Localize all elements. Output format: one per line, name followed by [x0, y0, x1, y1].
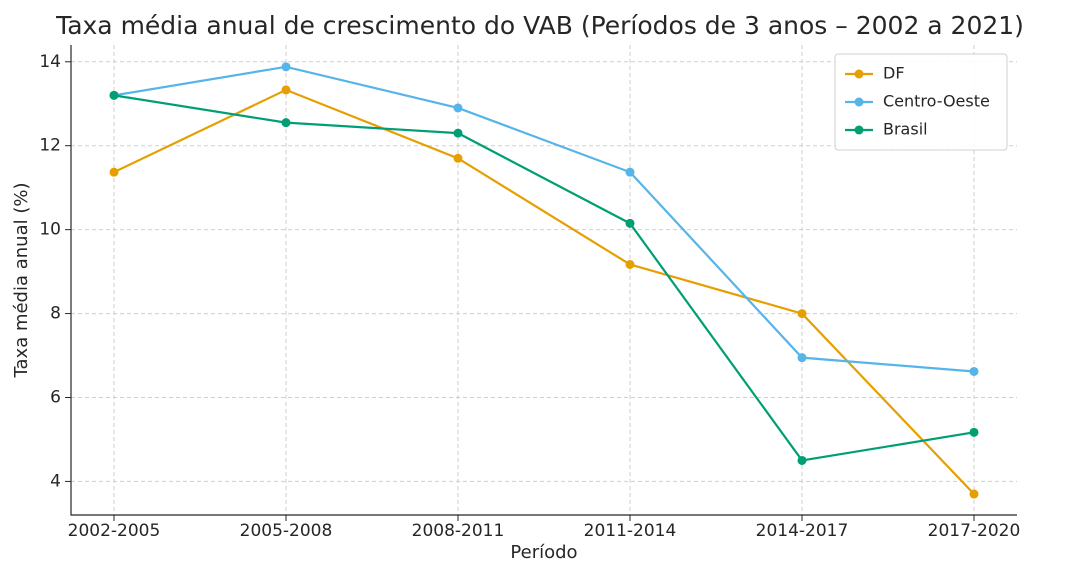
x-axis-label: Período [510, 542, 577, 563]
x-tick-label: 2011-2014 [584, 521, 677, 541]
data-point [281, 118, 291, 128]
chart-title: Taxa média anual de crescimento do VAB (… [55, 11, 1024, 40]
legend-label: DF [883, 64, 905, 83]
legend-marker [854, 69, 864, 79]
series-line [113, 94, 975, 462]
y-tick-label: 8 [50, 304, 61, 324]
x-tick-label: 2002-2005 [68, 521, 161, 541]
data-point [969, 489, 979, 499]
data-point [453, 103, 463, 113]
y-tick-label: 6 [50, 388, 61, 408]
x-tick-label: 2005-2008 [240, 521, 333, 541]
data-point [797, 309, 807, 319]
data-point [109, 90, 119, 100]
x-tick-label: 2014-2017 [756, 521, 849, 541]
data-point [453, 153, 463, 163]
y-tick-label: 4 [50, 471, 61, 491]
legend-label: Brasil [883, 120, 928, 139]
data-point [797, 353, 807, 363]
y-tick-label: 14 [39, 52, 61, 72]
x-tick-label: 2008-2011 [412, 521, 505, 541]
legend-box [834, 53, 1008, 151]
series-line [113, 88, 975, 495]
y-tick-label: 10 [39, 220, 61, 240]
data-point [625, 167, 635, 177]
legend-marker [854, 125, 864, 135]
axes [70, 45, 1017, 516]
data-point [625, 259, 635, 269]
data-point [281, 85, 291, 95]
data-point [969, 427, 979, 437]
data-point [453, 128, 463, 138]
data-point [969, 366, 979, 376]
data-point [625, 218, 635, 228]
x-tick-label: 2017-2020 [928, 521, 1021, 541]
legend-label: Centro-Oeste [883, 92, 990, 111]
legend-marker [854, 97, 864, 107]
data-point [109, 167, 119, 177]
y-axis-label: Taxa média anual (%) [11, 183, 32, 379]
data-point [797, 455, 807, 465]
data-point [281, 62, 291, 72]
series-line [113, 65, 975, 373]
y-tick-label: 12 [39, 136, 61, 156]
